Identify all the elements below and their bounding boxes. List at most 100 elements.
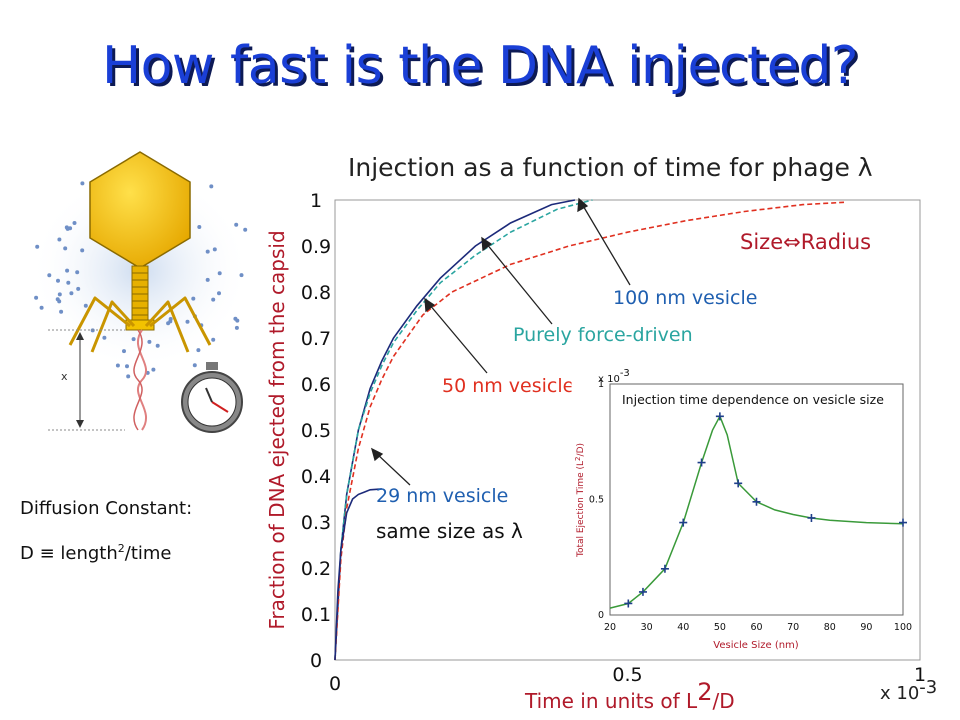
slide-title: How fast is the DNA injected? xyxy=(101,36,859,96)
arrowhead-100nm xyxy=(577,197,589,213)
particle-dot xyxy=(47,273,52,278)
distance-label: x xyxy=(61,370,68,383)
inset-x-tick-label: 70 xyxy=(787,622,799,633)
inset-series xyxy=(609,412,907,609)
particle-dot xyxy=(57,292,62,297)
inset-x-tick-label: 20 xyxy=(604,622,616,633)
main-y-tick-label: 0.7 xyxy=(301,328,331,350)
vesicle-100-label: 100 nm vesicle xyxy=(613,287,757,309)
inset-x-tick-label: 30 xyxy=(641,622,653,633)
particle-dot xyxy=(59,309,64,314)
inset-data-point xyxy=(807,513,816,522)
inset-y-tick-label: 1 xyxy=(598,379,604,390)
main-y-axis-label: Fraction of DNA ejected from the capsid xyxy=(265,230,289,629)
particle-dot xyxy=(211,297,216,302)
particle-dot xyxy=(56,278,60,283)
main-x-tick-label: 0.5 xyxy=(612,664,642,686)
particle-dot xyxy=(80,248,85,253)
particle-dot xyxy=(168,317,173,321)
particle-dot xyxy=(72,221,77,225)
particle-dot xyxy=(234,222,239,227)
arrow-29nm xyxy=(375,452,411,486)
inset-data-point xyxy=(638,587,647,596)
diffusion-label: Diffusion Constant: xyxy=(20,498,193,519)
inset-data-point xyxy=(715,412,724,421)
size-radius-label: Size⇔Radius xyxy=(740,230,871,254)
particle-dot xyxy=(126,374,131,379)
inset-x-tick-label: 50 xyxy=(714,622,726,633)
particle-dot xyxy=(102,335,107,340)
arrowhead-50nm xyxy=(424,297,436,313)
inset-data-point xyxy=(697,458,706,467)
inset-title: Injection time dependence on vesicle siz… xyxy=(622,392,884,407)
inset-plot-frame xyxy=(609,383,904,616)
main-x-multiplier: x 10-3 xyxy=(880,677,937,704)
inset-data-point xyxy=(624,599,633,608)
particle-dot xyxy=(115,363,120,368)
main-series-line xyxy=(334,201,845,661)
main-x-ticks: 0 0.5 1 xyxy=(329,664,926,695)
main-series-line xyxy=(334,199,593,661)
particle-dot xyxy=(65,268,70,273)
main-y-tick-label: 0.2 xyxy=(301,558,331,580)
particle-dot xyxy=(217,271,222,276)
particle-dot xyxy=(69,291,74,296)
inset-y-multiplier: x 10-3 xyxy=(598,368,630,385)
inset-fit-curve xyxy=(609,414,904,609)
particle-dot xyxy=(125,364,129,369)
particle-dot xyxy=(122,349,126,354)
particle-dot xyxy=(234,325,239,330)
particle-dot xyxy=(75,270,80,275)
particle-dot xyxy=(243,227,248,232)
arrowhead-29nm xyxy=(370,447,384,462)
main-series-line xyxy=(334,199,576,661)
inset-y-axis-label-sup: 2 xyxy=(574,456,582,460)
main-y-tick-label: 0.1 xyxy=(301,604,331,626)
inset-x-tick-label: 90 xyxy=(860,622,872,633)
inset-data-point xyxy=(679,518,688,527)
particle-dot xyxy=(80,181,85,186)
inset-x-axis-label: Vesicle Size (nm) xyxy=(713,640,798,651)
inset-y-axis-label-suffix: /D) xyxy=(576,443,586,456)
main-y-tick-label: 0.6 xyxy=(301,374,331,396)
particle-dot xyxy=(192,363,197,368)
inset-y-tick-label: 0 xyxy=(598,610,604,621)
particle-dot xyxy=(235,318,240,323)
main-x-axis-label-prefix: Time in units of L xyxy=(524,689,698,713)
main-y-ticks: 0 0.1 0.2 0.3 0.4 0.5 0.6 0.7 0.8 0.9 1 xyxy=(301,190,331,672)
main-x-multiplier-exp: -3 xyxy=(919,677,937,698)
particle-dot xyxy=(66,280,71,285)
main-x-axis-label-suffix: /D xyxy=(712,689,734,713)
particle-dot xyxy=(239,273,244,278)
particle-dot xyxy=(191,296,196,301)
inset-y-axis-label-prefix: Total Ejection Time (L xyxy=(576,461,586,558)
vesicle-29-label: 29 nm vesicle xyxy=(376,485,508,507)
stopwatch-icon xyxy=(181,362,243,433)
inset-x-tick-label: 60 xyxy=(750,622,762,633)
particle-dot xyxy=(57,237,62,242)
diffusion-formula-prefix: D ≡ length xyxy=(20,543,118,564)
arrow-50nm xyxy=(428,303,488,374)
main-y-tick-label: 0.9 xyxy=(301,236,331,258)
particle-dot xyxy=(34,295,39,300)
annotation-arrows xyxy=(370,197,631,486)
force-driven-label: Purely force-driven xyxy=(513,324,693,346)
main-x-tick-label: 1 xyxy=(914,664,926,686)
inset-x-tick-label: 100 xyxy=(894,622,912,633)
same-size-label: same size as λ xyxy=(376,519,523,543)
particle-dot xyxy=(64,225,69,230)
diffusion-formula-sup: 2 xyxy=(117,542,125,555)
particle-dot xyxy=(212,247,217,252)
particle-dot xyxy=(151,367,156,372)
particle-dot xyxy=(205,277,210,282)
particle-dot xyxy=(131,337,136,342)
diffusion-formula: D ≡ length2/time xyxy=(20,542,172,564)
inset-y-multiplier-exp: -3 xyxy=(620,368,630,379)
particle-dot xyxy=(83,303,88,308)
particle-dot xyxy=(205,249,210,254)
main-series-line xyxy=(334,488,382,661)
particle-dot xyxy=(57,299,62,304)
diffusion-formula-suffix: /time xyxy=(124,543,172,564)
particle-dot xyxy=(209,184,214,189)
